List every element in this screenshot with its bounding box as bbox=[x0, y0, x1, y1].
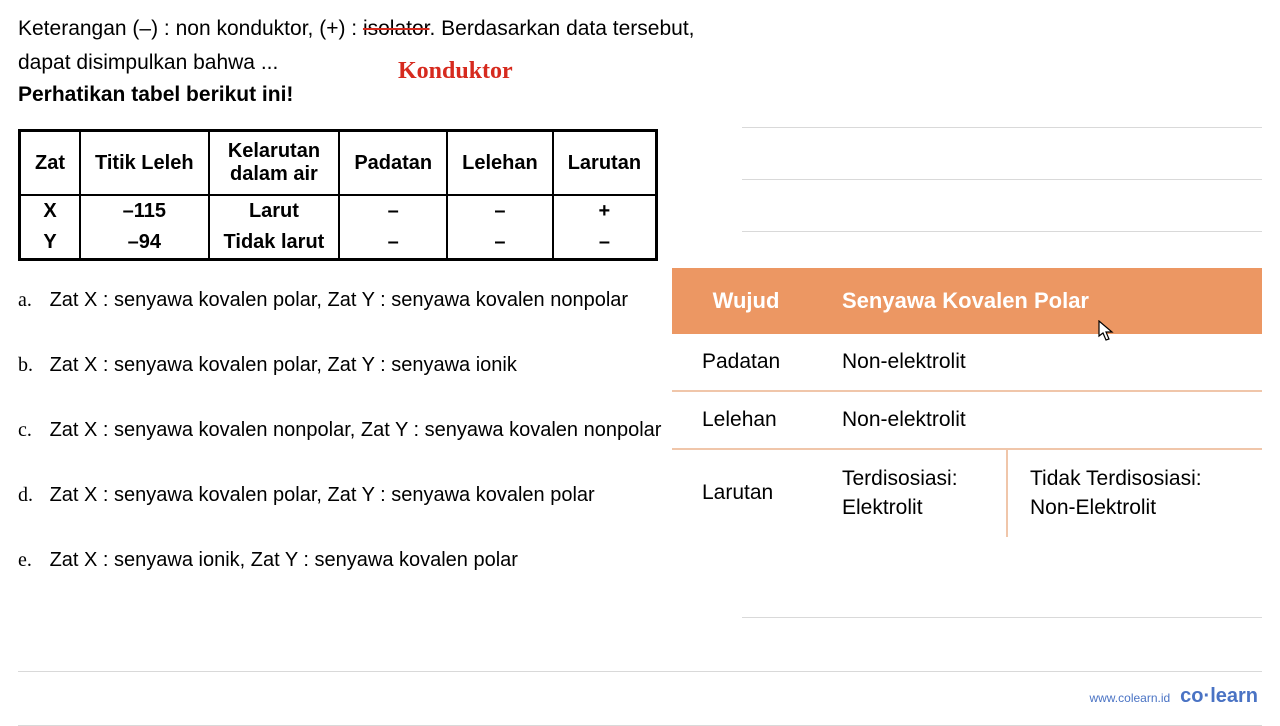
footer-url: www.colearn.id bbox=[1089, 691, 1170, 705]
table-row: Y –94 Tidak larut – – – bbox=[20, 227, 657, 260]
option-text: Zat X : senyawa kovalen nonpolar, Zat Y … bbox=[50, 419, 662, 441]
th-kelarutan: Kelarutan dalam air bbox=[209, 131, 340, 196]
option-key: a. bbox=[18, 289, 44, 312]
cell-larutan: – bbox=[553, 227, 657, 260]
table-header-row: Zat Titik Leleh Kelarutan dalam air Pada… bbox=[20, 131, 657, 196]
info-cell-val: Non-elektrolit bbox=[820, 334, 1262, 391]
split-right-l1: Tidak Terdisosiasi: bbox=[1030, 467, 1202, 490]
cell-titik: –94 bbox=[80, 227, 209, 260]
info-row: Padatan Non-elektrolit bbox=[672, 334, 1262, 391]
info-cell-val: Non-elektrolit bbox=[820, 391, 1262, 449]
info-cell-wujud: Larutan bbox=[672, 449, 820, 537]
info-th-senyawa: Senyawa Kovalen Polar bbox=[820, 268, 1262, 334]
th-titik: Titik Leleh bbox=[80, 131, 209, 196]
info-header-row: Wujud Senyawa Kovalen Polar bbox=[672, 268, 1262, 334]
blank-line bbox=[18, 672, 1262, 726]
blank-lines-area bbox=[742, 76, 1262, 232]
question-text-post: . Berdasarkan data tersebut, bbox=[430, 17, 695, 40]
cell-zat: Y bbox=[20, 227, 81, 260]
cell-kelarutan: Larut bbox=[209, 195, 340, 227]
info-cell-wujud: Lelehan bbox=[672, 391, 820, 449]
option-text: Zat X : senyawa kovalen polar, Zat Y : s… bbox=[50, 484, 595, 506]
handwritten-correction: Konduktor bbox=[398, 52, 513, 90]
blank-line bbox=[742, 128, 1262, 180]
cell-padatan: – bbox=[339, 227, 447, 260]
split-left-l2: Elektrolit bbox=[842, 496, 923, 519]
question-text-pre: Keterangan (–) : non konduktor, (+) : bbox=[18, 17, 363, 40]
colearn-logo: co·learn bbox=[1180, 685, 1258, 708]
blank-line bbox=[742, 76, 1262, 128]
option-key: b. bbox=[18, 354, 44, 377]
th-padatan: Padatan bbox=[339, 131, 447, 196]
option-text: Zat X : senyawa kovalen polar, Zat Y : s… bbox=[50, 289, 629, 311]
info-cell-split: Terdisosiasi: Elektrolit Tidak Terdisosi… bbox=[820, 449, 1262, 537]
properties-table: Zat Titik Leleh Kelarutan dalam air Pada… bbox=[18, 129, 658, 261]
logo-learn: learn bbox=[1210, 685, 1258, 707]
bottom-blank-lines bbox=[18, 560, 1262, 726]
th-kelarutan-l2: dalam air bbox=[230, 163, 318, 185]
footer-branding: www.colearn.id co·learn bbox=[1089, 685, 1258, 708]
cell-titik: –115 bbox=[80, 195, 209, 227]
info-cell-wujud: Padatan bbox=[672, 334, 820, 391]
strikethrough-word: isolator bbox=[363, 17, 430, 40]
split-right: Tidak Terdisosiasi: Non-Elektrolit bbox=[1008, 450, 1224, 537]
split-left-l1: Terdisosiasi: bbox=[842, 467, 958, 490]
table-row: X –115 Larut – – + bbox=[20, 195, 657, 227]
logo-co: co bbox=[1180, 685, 1203, 707]
cell-lelehan: – bbox=[447, 195, 553, 227]
cell-padatan: – bbox=[339, 195, 447, 227]
cell-kelarutan: Tidak larut bbox=[209, 227, 340, 260]
blank-line bbox=[18, 618, 1262, 672]
th-larutan: Larutan bbox=[553, 131, 657, 196]
kovalen-polar-table: Wujud Senyawa Kovalen Polar Padatan Non-… bbox=[672, 268, 1262, 537]
option-text: Zat X : senyawa kovalen polar, Zat Y : s… bbox=[50, 354, 517, 376]
info-row: Larutan Terdisosiasi: Elektrolit Tidak T… bbox=[672, 449, 1262, 537]
cell-zat: X bbox=[20, 195, 81, 227]
split-right-l2: Non-Elektrolit bbox=[1030, 496, 1156, 519]
split-left: Terdisosiasi: Elektrolit bbox=[820, 450, 1008, 537]
info-th-wujud: Wujud bbox=[672, 268, 820, 334]
option-key: d. bbox=[18, 484, 44, 507]
th-kelarutan-l1: Kelarutan bbox=[228, 140, 320, 162]
option-key: c. bbox=[18, 419, 44, 442]
question-text: Keterangan (–) : non konduktor, (+) : is… bbox=[18, 12, 1262, 79]
blank-line bbox=[742, 560, 1262, 618]
question-text-line2: dapat disimpulkan bahwa ... bbox=[18, 51, 278, 74]
cell-larutan: + bbox=[553, 195, 657, 227]
th-lelehan: Lelehan bbox=[447, 131, 553, 196]
blank-line bbox=[742, 180, 1262, 232]
th-zat: Zat bbox=[20, 131, 81, 196]
cell-lelehan: – bbox=[447, 227, 553, 260]
info-row: Lelehan Non-elektrolit bbox=[672, 391, 1262, 449]
